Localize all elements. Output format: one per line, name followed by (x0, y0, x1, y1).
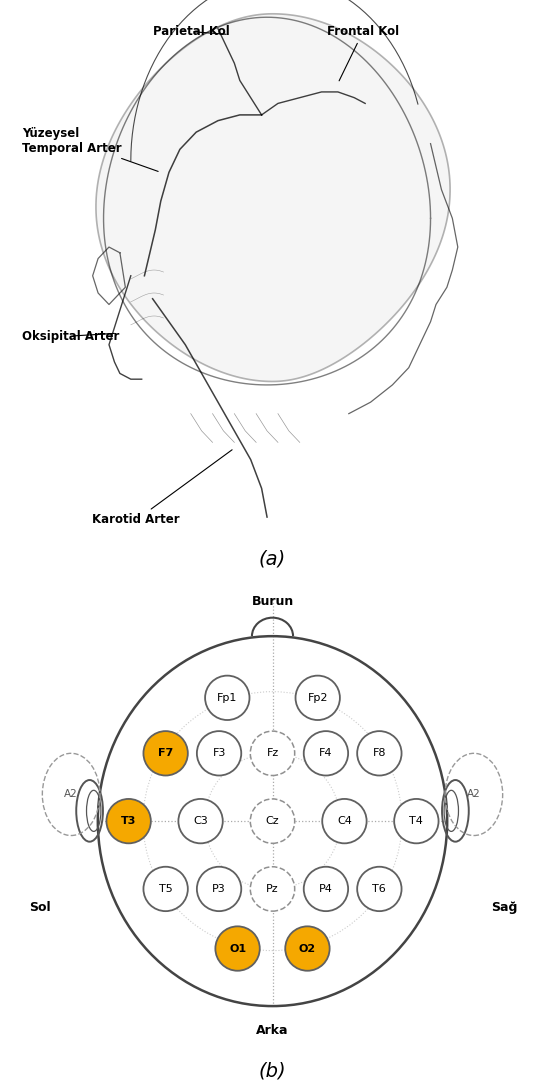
Circle shape (250, 731, 295, 775)
Circle shape (250, 867, 295, 912)
Text: F4: F4 (319, 748, 332, 759)
Text: Sağ: Sağ (492, 901, 518, 914)
Circle shape (106, 799, 151, 843)
Circle shape (197, 731, 241, 775)
Circle shape (197, 867, 241, 912)
Text: P4: P4 (319, 883, 333, 894)
Text: Fz: Fz (267, 748, 278, 759)
Circle shape (143, 731, 188, 775)
Text: A2: A2 (64, 789, 78, 799)
Circle shape (304, 867, 348, 912)
Text: T6: T6 (372, 883, 386, 894)
Circle shape (304, 731, 348, 775)
Text: Cz: Cz (266, 816, 280, 826)
Text: A2: A2 (467, 789, 481, 799)
Text: Sol: Sol (29, 901, 51, 914)
Circle shape (178, 799, 223, 843)
Text: C3: C3 (193, 816, 208, 826)
Text: Yüzeysel
Temporal Arter: Yüzeysel Temporal Arter (22, 127, 158, 171)
Text: O1: O1 (229, 943, 246, 954)
Text: F7: F7 (158, 748, 173, 759)
PathPatch shape (96, 14, 450, 382)
Circle shape (285, 927, 330, 971)
Text: (b): (b) (259, 1061, 286, 1081)
Text: Fp2: Fp2 (307, 693, 328, 702)
Circle shape (215, 927, 260, 971)
Text: T4: T4 (409, 816, 423, 826)
Circle shape (394, 799, 439, 843)
Text: T3: T3 (121, 816, 136, 826)
Circle shape (143, 867, 188, 912)
Text: Arka: Arka (256, 1024, 289, 1037)
Text: Fp1: Fp1 (217, 693, 238, 702)
Circle shape (357, 731, 402, 775)
Text: T5: T5 (159, 883, 173, 894)
Circle shape (205, 675, 250, 720)
Text: O2: O2 (299, 943, 316, 954)
Text: Karotid Arter: Karotid Arter (93, 450, 232, 527)
Text: F8: F8 (373, 748, 386, 759)
Text: Parietal Kol: Parietal Kol (153, 25, 229, 38)
Text: F3: F3 (213, 748, 226, 759)
Text: (a): (a) (259, 550, 286, 569)
Text: Pz: Pz (266, 883, 279, 894)
Text: C4: C4 (337, 816, 352, 826)
Circle shape (322, 799, 367, 843)
Text: Frontal Kol: Frontal Kol (327, 25, 399, 81)
Text: Burun: Burun (251, 595, 294, 608)
Text: P3: P3 (212, 883, 226, 894)
Circle shape (295, 675, 340, 720)
Circle shape (250, 799, 295, 843)
Circle shape (357, 867, 402, 912)
Text: Oksipital Arter: Oksipital Arter (22, 330, 119, 343)
